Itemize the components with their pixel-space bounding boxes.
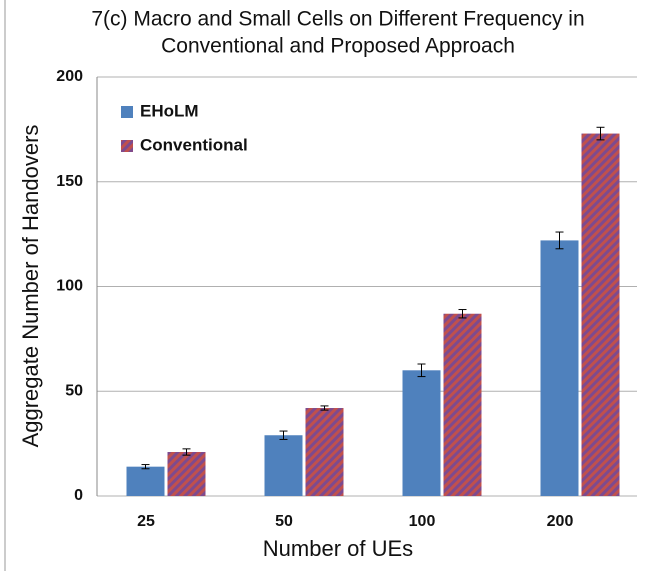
bar bbox=[443, 313, 482, 496]
x-axis-label: Number of UEs bbox=[263, 536, 413, 561]
legend-label: Conventional bbox=[140, 135, 248, 154]
bar bbox=[581, 133, 620, 496]
x-tick-label: 50 bbox=[275, 513, 293, 530]
x-tick-label: 25 bbox=[137, 513, 155, 530]
y-tick-label: 100 bbox=[56, 278, 83, 295]
chart-title: Conventional and Proposed Approach bbox=[161, 35, 515, 58]
x-tick-label: 200 bbox=[547, 513, 574, 530]
bar bbox=[305, 408, 344, 496]
legend-swatch bbox=[121, 140, 133, 152]
bar bbox=[126, 466, 165, 496]
y-tick-label: 50 bbox=[65, 382, 83, 399]
y-tick-label: 200 bbox=[56, 68, 83, 85]
y-tick-label: 150 bbox=[56, 173, 83, 190]
legend-swatch bbox=[121, 106, 133, 118]
bar bbox=[540, 240, 579, 496]
x-tick-label: 100 bbox=[409, 513, 436, 530]
y-axis-label: Aggregate Number of Handovers bbox=[18, 125, 43, 448]
chart-title: 7(c) Macro and Small Cells on Different … bbox=[91, 8, 584, 31]
y-tick-label: 0 bbox=[74, 487, 83, 504]
bar bbox=[264, 435, 303, 496]
bar bbox=[402, 370, 441, 496]
bar bbox=[167, 452, 206, 496]
legend-label: EHoLM bbox=[140, 101, 199, 120]
